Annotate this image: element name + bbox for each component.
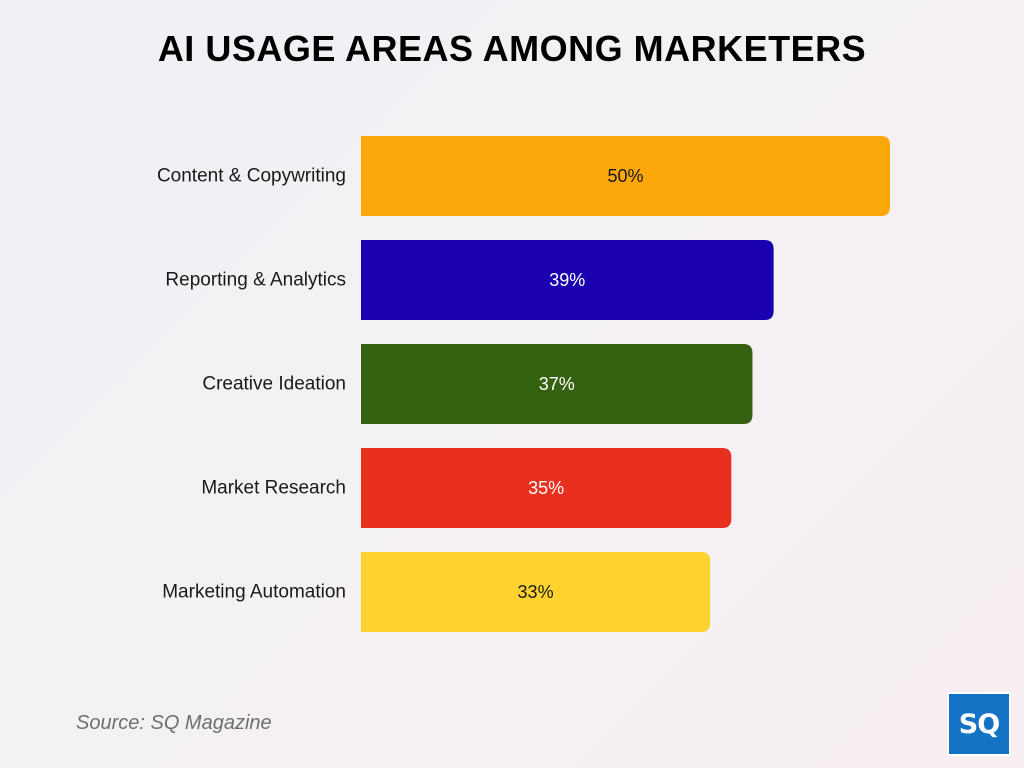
- value-label-4: 35%: [528, 478, 564, 498]
- bar-2: [361, 240, 774, 320]
- logo-text: SQ: [958, 708, 1000, 740]
- bar-1: [361, 136, 890, 216]
- bar-4: [361, 448, 732, 528]
- category-label-3: Creative Ideation: [202, 374, 346, 395]
- value-label-3: 37%: [539, 374, 575, 394]
- chart-title: AI USAGE AREAS AMONG MARKETERS: [157, 28, 867, 69]
- sq-logo-icon: SQ: [947, 692, 1011, 756]
- category-label-5: Marketing Automation: [162, 582, 346, 603]
- category-label-2: Reporting & Analytics: [165, 270, 346, 291]
- category-label-1: Content & Copywriting: [157, 166, 346, 187]
- bars-layer: Content & Copywriting 50% Reporting & Anal…: [157, 136, 890, 632]
- source-note: Source: SQ Magazine: [76, 712, 272, 734]
- value-label-2: 39%: [549, 270, 585, 290]
- bar-5: [361, 552, 711, 632]
- value-label-5: 33%: [518, 582, 554, 602]
- category-label-4: Market Research: [201, 478, 346, 499]
- bar-3: [361, 344, 753, 424]
- value-label-1: 50%: [607, 166, 643, 186]
